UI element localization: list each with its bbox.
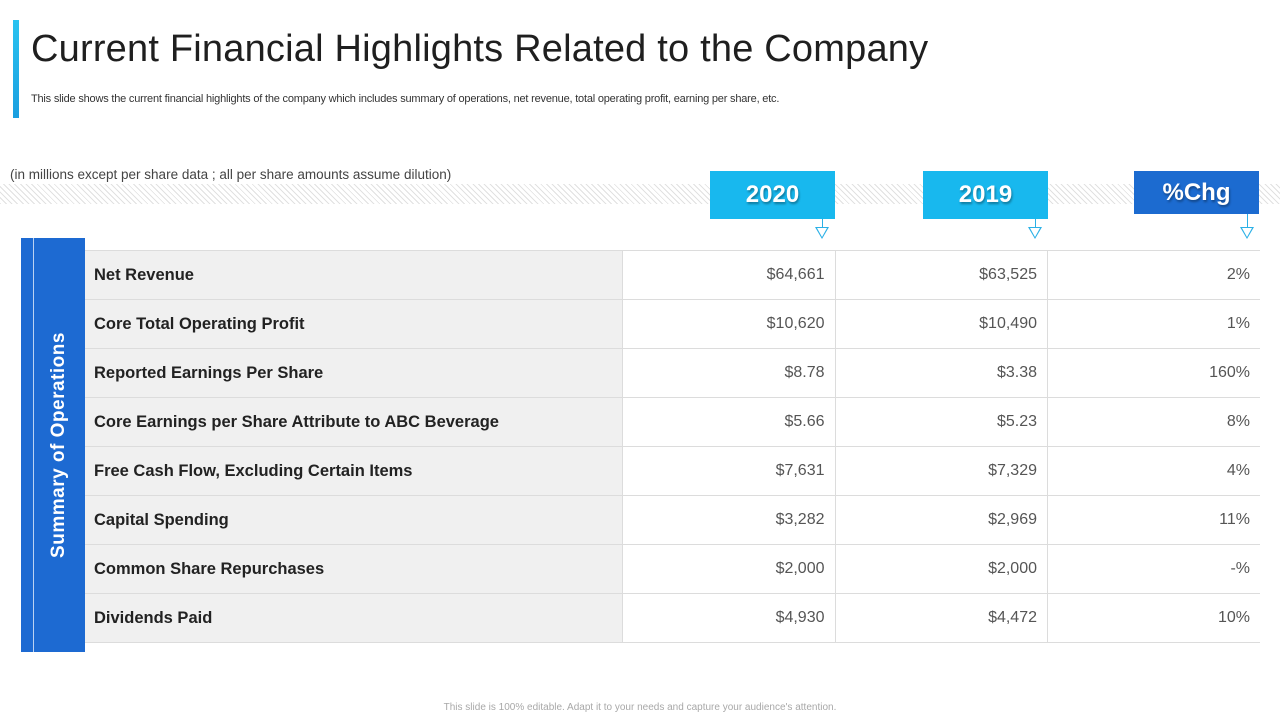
page-title: Current Financial Highlights Related to …: [31, 28, 929, 70]
column-header-2020: 2020: [710, 171, 835, 219]
table-row: Free Cash Flow, Excluding Certain Items …: [85, 447, 1260, 496]
value-2020: $10,620: [623, 300, 836, 348]
table-row: Dividends Paid $4,930 $4,472 10%: [85, 594, 1260, 643]
connector-line-chg: [1247, 214, 1248, 227]
value-2020: $8.78: [623, 349, 836, 397]
value-2019: $3.38: [836, 349, 1048, 397]
value-2019: $2,969: [836, 496, 1048, 544]
table-row: Core Earnings per Share Attribute to ABC…: [85, 398, 1260, 447]
value-pct-change: 160%: [1209, 364, 1250, 381]
title-accent-bar: [13, 20, 19, 118]
arrow-down-icon: [1240, 227, 1254, 239]
row-label: Reported Earnings Per Share: [85, 349, 623, 397]
value-2020: $2,000: [623, 545, 836, 593]
side-bar-divider: [33, 238, 34, 652]
connector-line-2019: [1035, 219, 1036, 227]
row-label: Common Share Repurchases: [85, 545, 623, 593]
value-2019: $10,490: [836, 300, 1048, 348]
value-pct-change: 10%: [1217, 609, 1250, 626]
value-2020: $4,930: [623, 594, 836, 642]
page-subtitle: This slide shows the current financial h…: [31, 93, 780, 105]
table-row: Reported Earnings Per Share $8.78 $3.38 …: [85, 349, 1260, 398]
row-label: Dividends Paid: [85, 594, 623, 642]
connector-line-2020: [822, 219, 823, 227]
table-row: Common Share Repurchases $2,000 $2,000 -…: [85, 545, 1260, 594]
row-label: Core Total Operating Profit: [85, 300, 623, 348]
column-header-2019: 2019: [923, 171, 1048, 219]
arrow-down-icon: [815, 227, 829, 239]
value-pct-change: 2%: [1226, 266, 1250, 283]
value-2019: $2,000: [836, 545, 1048, 593]
row-label: Free Cash Flow, Excluding Certain Items: [85, 447, 623, 495]
units-note: (in millions except per share data ; all…: [10, 167, 452, 182]
table-row: Net Revenue $64,661 $63,525 2%: [85, 251, 1260, 300]
value-2020: $3,282: [623, 496, 836, 544]
value-pct-change: 11%: [1219, 511, 1250, 528]
value-pct-change: 8%: [1226, 413, 1250, 430]
value-2019: $5.23: [836, 398, 1048, 446]
row-label: Capital Spending: [85, 496, 623, 544]
value-2020: $5.66: [623, 398, 836, 446]
column-header-pct-change: %Chg: [1134, 171, 1259, 214]
financial-table: Net Revenue $64,661 $63,525 2% Core Tota…: [85, 250, 1260, 643]
value-2020: $7,631: [623, 447, 836, 495]
value-2019: $7,329: [836, 447, 1048, 495]
table-row: Capital Spending $3,282 $2,969 11%: [85, 496, 1260, 545]
summary-side-bar: [21, 238, 85, 652]
table-row: Core Total Operating Profit $10,620 $10,…: [85, 300, 1260, 349]
value-2020: $64,661: [623, 251, 836, 299]
row-label: Core Earnings per Share Attribute to ABC…: [85, 398, 623, 446]
hatch-band: [0, 184, 1280, 204]
footer-note: This slide is 100% editable. Adapt it to…: [443, 702, 837, 713]
value-2019: $4,472: [836, 594, 1048, 642]
value-pct-change: 1%: [1226, 315, 1250, 332]
row-label: Net Revenue: [85, 251, 623, 299]
summary-of-operations-label: Summary of Operations: [48, 332, 69, 558]
value-pct-change: -%: [1230, 560, 1250, 577]
value-2019: $63,525: [836, 251, 1048, 299]
arrow-down-icon: [1028, 227, 1042, 239]
value-pct-change: 4%: [1226, 462, 1250, 479]
